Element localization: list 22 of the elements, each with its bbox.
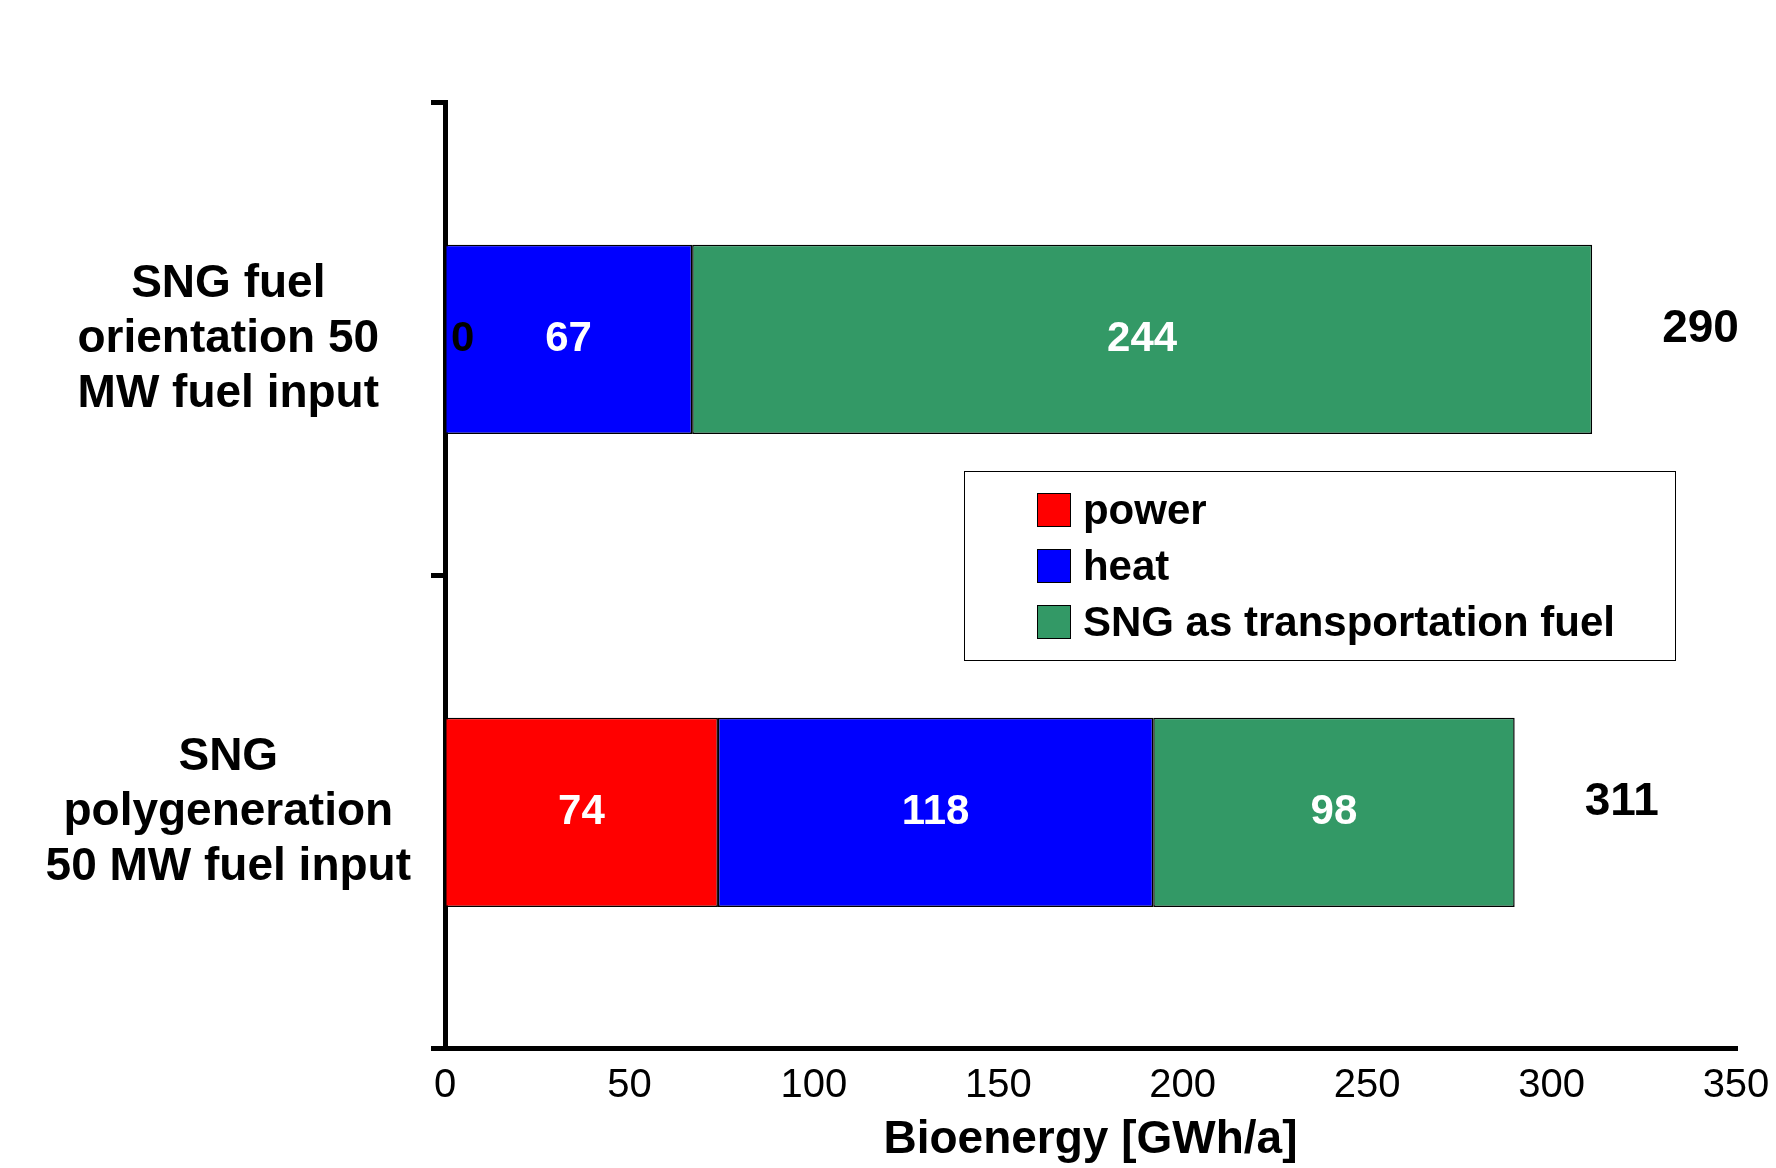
x-tick-label: 250 — [1333, 1060, 1401, 1105]
data-label: 98 — [1310, 785, 1358, 833]
x-axis-title: Bioenergy [GWh/a] — [883, 1111, 1298, 1164]
x-tick-label: 150 — [964, 1060, 1032, 1105]
data-label: 74 — [558, 785, 606, 833]
y-tick-label: SNG fuel orientation 50 MW fuel input — [77, 254, 380, 418]
x-tick-label: 300 — [1518, 1060, 1585, 1105]
legend-label: heat — [1082, 540, 1170, 591]
data-label: 67 — [545, 312, 592, 360]
annotation: 290 — [1662, 299, 1739, 352]
x-tick-label: 350 — [1702, 1060, 1770, 1105]
annotation: 0 — [451, 312, 475, 360]
x-tick-label: 0 — [433, 1060, 457, 1105]
y-tick-label: SNG polygeneration 50 MW fuel input — [45, 727, 411, 891]
x-tick-label: 50 — [607, 1060, 652, 1105]
data-label: 118 — [901, 785, 970, 833]
data-label: 244 — [1107, 312, 1178, 360]
legend-label: SNG as transportation fuel — [1082, 596, 1615, 647]
x-tick-label: 200 — [1149, 1060, 1217, 1105]
x-tick-label: 100 — [780, 1060, 848, 1105]
annotation: 311 — [1584, 772, 1659, 825]
legend-label: power — [1082, 484, 1207, 535]
